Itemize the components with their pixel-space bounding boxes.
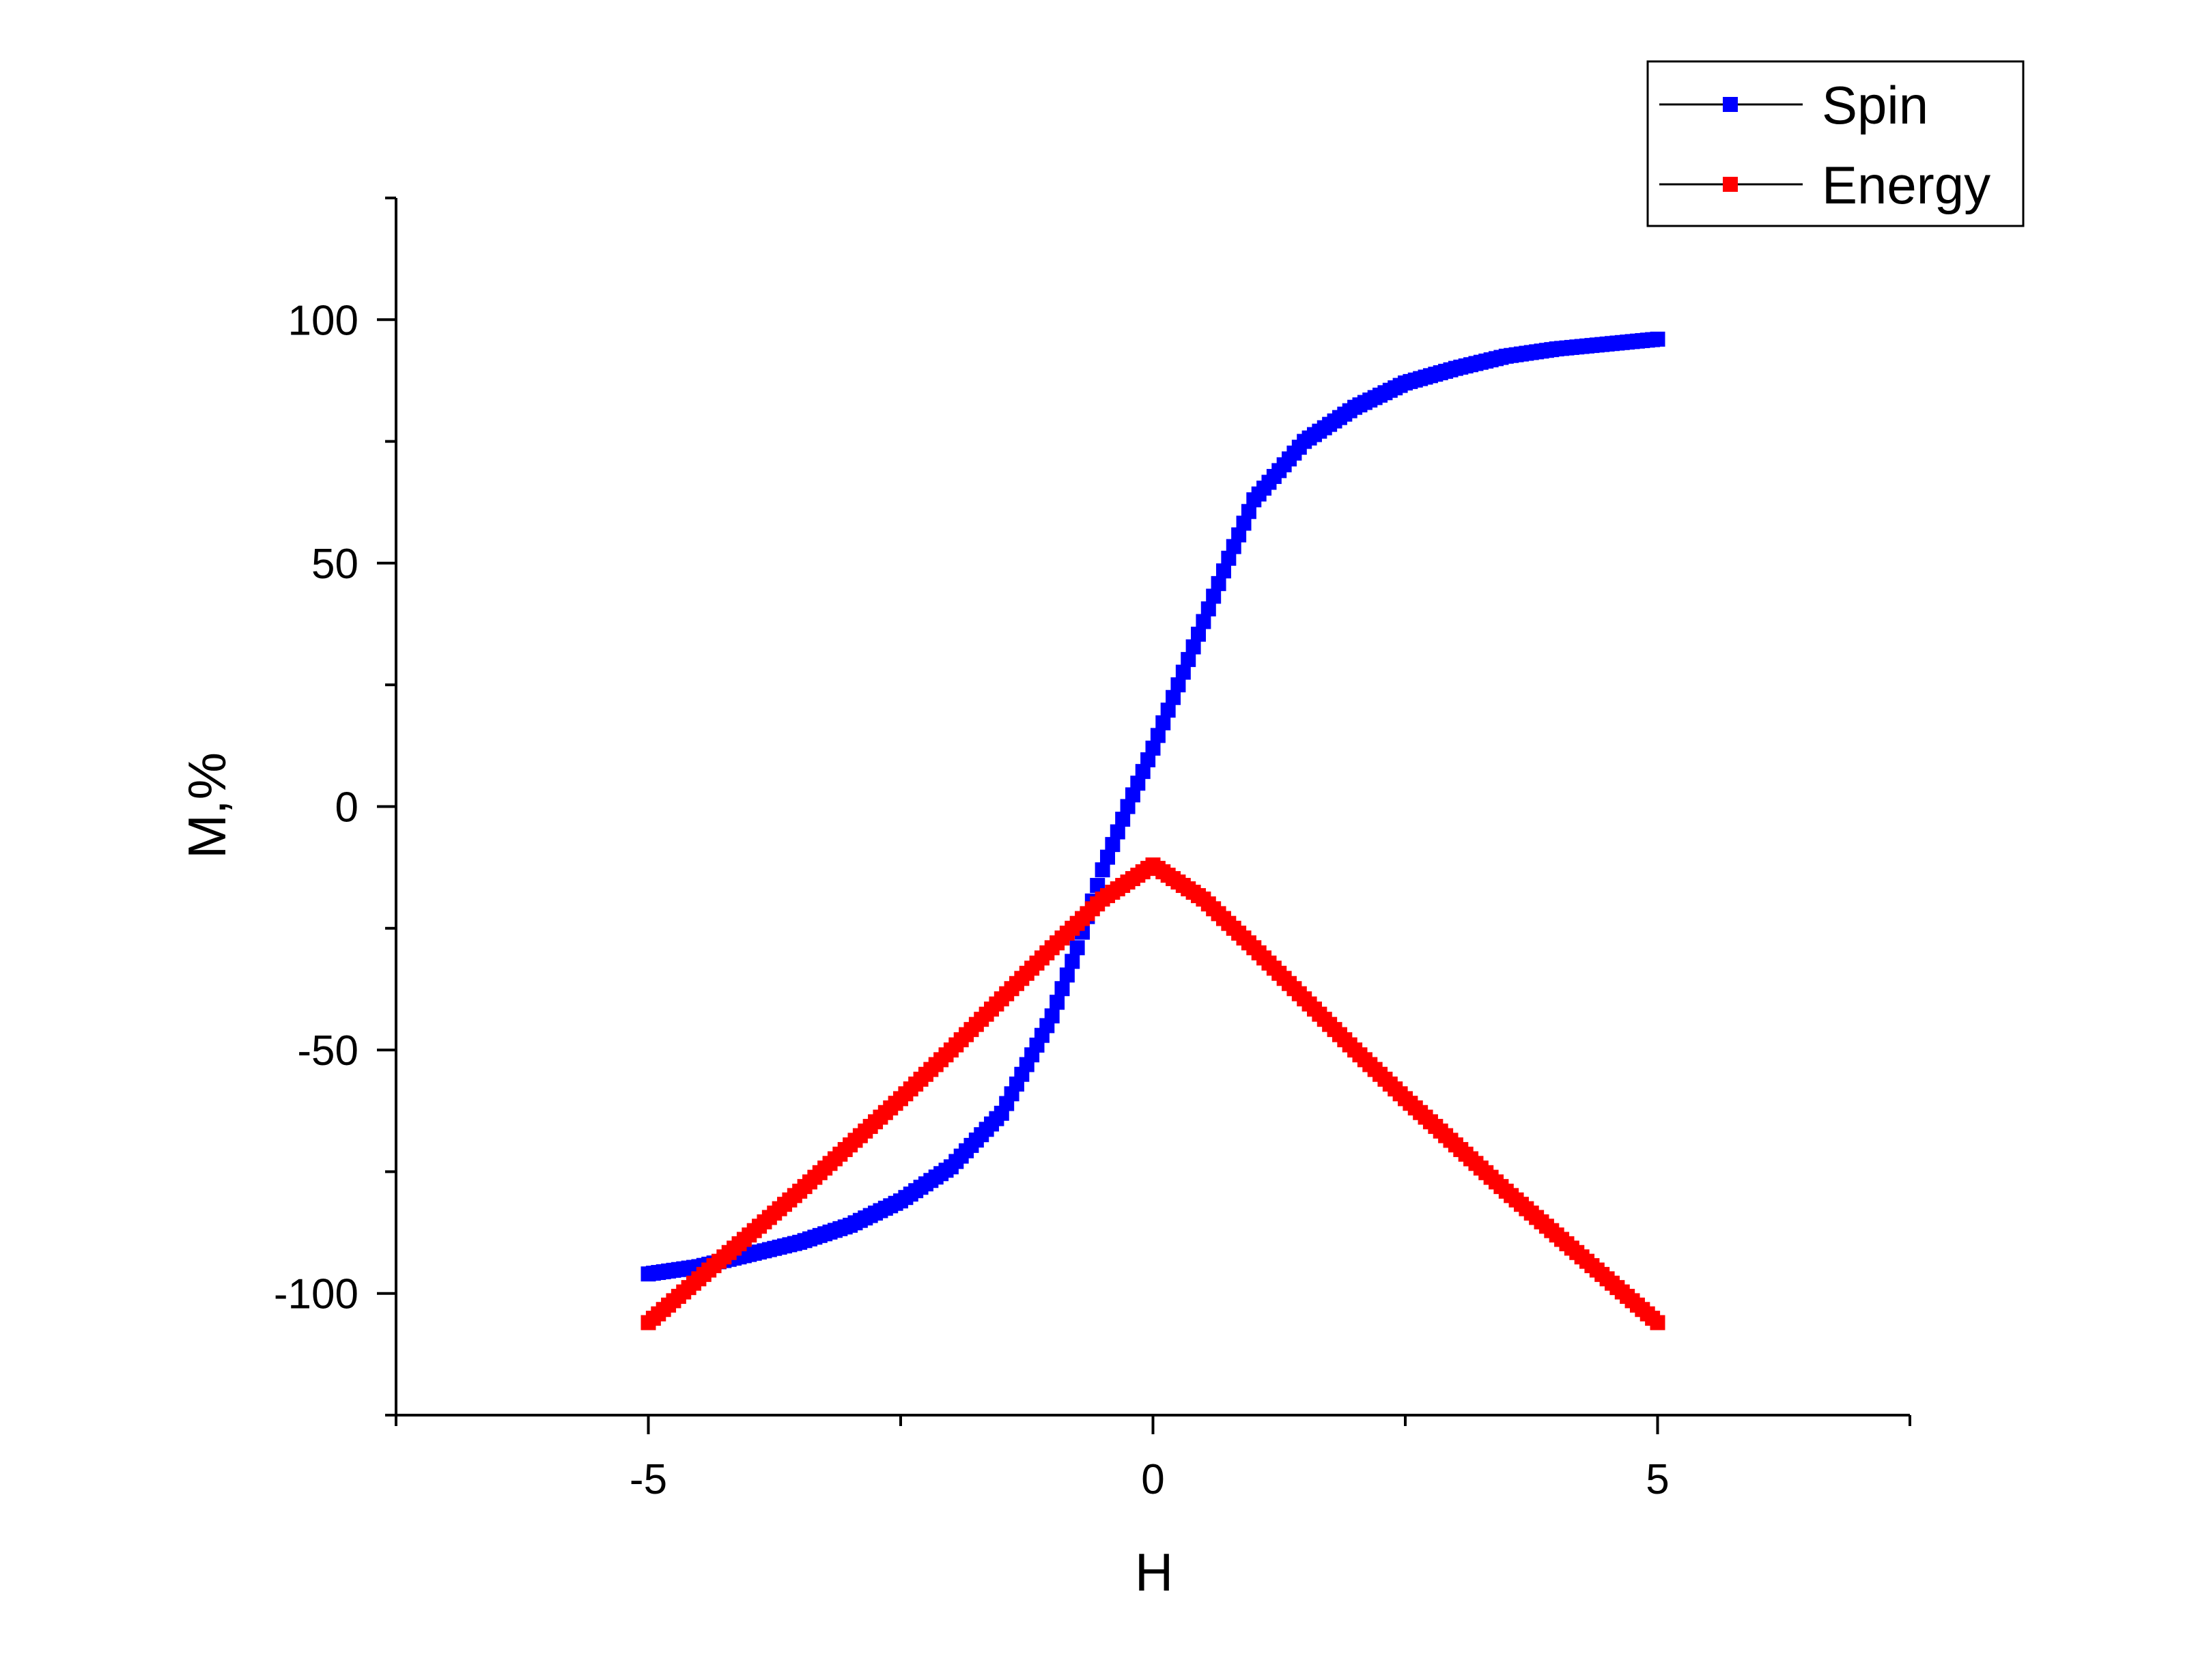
data-point: [1120, 799, 1136, 814]
data-point: [1059, 967, 1075, 983]
legend-marker: [1723, 177, 1738, 192]
axes: [395, 198, 1910, 1416]
data-point: [1231, 527, 1247, 543]
x-tick-label: -5: [630, 1456, 667, 1503]
legend-item-spin: Spin: [1659, 75, 1928, 135]
data-point: [1181, 652, 1196, 668]
data-point: [1175, 664, 1191, 680]
data-point: [1215, 563, 1231, 579]
data-point: [1125, 787, 1140, 803]
data-point: [1145, 740, 1161, 756]
data-point: [1069, 940, 1085, 956]
data-point: [1099, 849, 1115, 865]
data-point: [1166, 689, 1181, 705]
data-point: [1140, 752, 1156, 768]
data-point: [1115, 812, 1131, 827]
y-tick-label: 50: [311, 541, 358, 588]
series-energy: [640, 857, 1665, 1330]
y-tick-label: -50: [297, 1027, 358, 1074]
data-point: [1135, 764, 1151, 780]
y-tick-label: 0: [335, 784, 358, 831]
legend-label: Spin: [1822, 75, 1928, 135]
series-spin: [640, 331, 1665, 1282]
data-point: [1054, 981, 1070, 997]
data-point: [1110, 824, 1125, 840]
data-point: [1236, 515, 1252, 531]
data-point: [1650, 1315, 1665, 1330]
legend-marker: [1723, 97, 1738, 112]
data-point: [1150, 728, 1166, 743]
x-tick-label: 5: [1646, 1456, 1669, 1503]
data-point: [1241, 504, 1256, 519]
data-point: [1226, 539, 1241, 554]
data-point: [1206, 588, 1222, 604]
data-point: [1095, 862, 1110, 878]
y-tick-label: 100: [288, 297, 358, 344]
legend-item-energy: Energy: [1659, 155, 1990, 215]
series-layer: [640, 331, 1665, 1330]
y-axis-ticks: -100 -50 0 50 100: [274, 197, 396, 1416]
data-point: [1200, 601, 1216, 616]
x-axis-ticks: -5 0 5: [395, 1415, 1911, 1503]
data-point: [1185, 639, 1201, 655]
data-point: [1130, 775, 1146, 791]
y-axis-title: M,%: [177, 752, 237, 859]
x-tick-label: 0: [1141, 1456, 1164, 1503]
legend: Spin Energy: [1646, 60, 2025, 227]
data-point: [1191, 627, 1207, 642]
data-point: [1196, 614, 1211, 629]
data-point: [1065, 954, 1080, 969]
legend-label: Energy: [1822, 155, 1990, 215]
data-point: [1105, 837, 1121, 853]
data-point: [1050, 995, 1065, 1010]
data-point: [1160, 702, 1176, 718]
data-point: [1170, 677, 1186, 693]
legend-box: [1646, 60, 2025, 227]
x-axis-title: H: [1135, 1542, 1173, 1602]
y-tick-label: -100: [274, 1271, 358, 1318]
data-point: [1155, 715, 1171, 730]
data-point: [1044, 1008, 1060, 1024]
data-point: [1650, 331, 1665, 347]
data-point: [1211, 575, 1226, 591]
data-point: [1221, 550, 1237, 566]
